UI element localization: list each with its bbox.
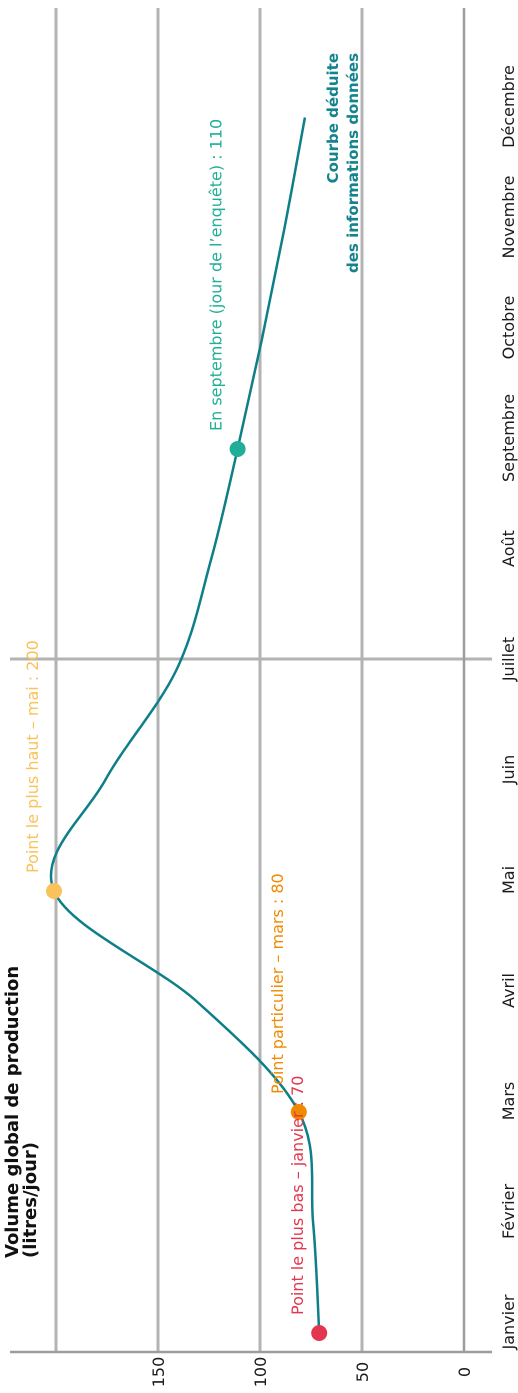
x-tick-label: Août (499, 530, 518, 567)
x-tick-label: Octobre (499, 296, 518, 360)
annotation-label: Point particulier – mars : 80 (268, 873, 287, 1094)
curve-label-line: des informations données (344, 53, 362, 273)
grid-layer (10, 8, 492, 1352)
y-tick-label: 150 (149, 1357, 168, 1388)
x-tick-label: Avril (499, 973, 518, 1008)
y-tick-label: 100 (251, 1357, 270, 1388)
x-tick-label: Février (499, 1184, 518, 1240)
x-tick-label: Mars (499, 1082, 518, 1121)
chart-title: Volume global de production (2, 966, 23, 1258)
annotation-point (290, 1104, 307, 1120)
y-tick-label: 50 (353, 1362, 372, 1382)
annotation-label: Point le plus haut – mai : 200 (23, 640, 42, 873)
annotation-label: Point le plus bas – janvier : 70 (288, 1076, 307, 1315)
annotation-point (229, 441, 246, 457)
label-layer: Volume global de production(litres/jour)… (2, 53, 362, 1315)
y-tick-label: 0 (455, 1367, 474, 1377)
annotation-point (46, 883, 62, 899)
x-tick-label: Janvier (499, 1294, 518, 1350)
x-tick-label: Septembre (499, 394, 518, 482)
axis-layer: 0 50 100 150 Janvier Février Mars Avril Mai Juin J… (10, 8, 518, 1387)
annotation-point (311, 1325, 328, 1341)
x-tick-label: Juin (499, 755, 518, 785)
annotation-label: En septembre (jour de l’enquête) : 110 (207, 119, 226, 431)
curve-label-line: Courbe déduite (324, 53, 342, 183)
x-tick-label: Décembre (499, 65, 518, 148)
chart-title-unit: (litres/jour) (20, 1142, 41, 1258)
series-line (49, 117, 321, 1334)
x-tick-label: Novembre (499, 176, 518, 259)
series-layer (46, 117, 328, 1341)
x-tick-label: Mai (499, 866, 518, 894)
x-tick-label: Juillet (499, 637, 518, 682)
